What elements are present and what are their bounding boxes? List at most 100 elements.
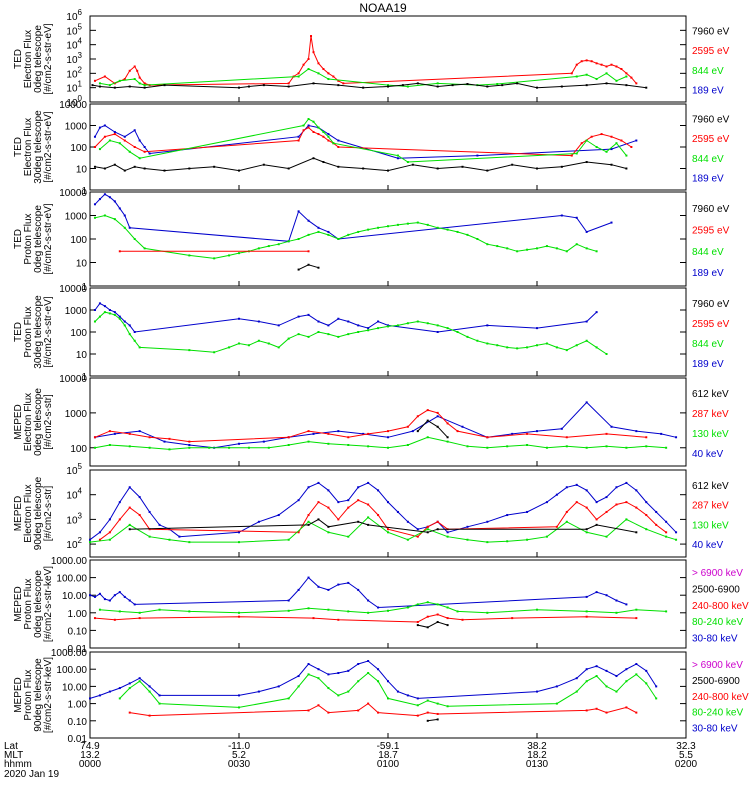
series-line bbox=[89, 516, 677, 543]
data-point bbox=[387, 609, 389, 612]
data-point bbox=[337, 146, 340, 148]
data-point bbox=[98, 592, 101, 595]
data-point bbox=[625, 668, 628, 671]
data-point bbox=[148, 690, 151, 693]
data-point bbox=[446, 535, 449, 538]
data-point bbox=[98, 126, 101, 129]
data-point bbox=[277, 243, 280, 246]
data-point bbox=[580, 142, 583, 145]
data-point bbox=[118, 315, 121, 318]
y-tick-label: 10 bbox=[76, 165, 88, 176]
data-point bbox=[337, 84, 340, 87]
data-point bbox=[108, 312, 111, 315]
legend-entry: 844 eV bbox=[692, 154, 724, 165]
data-point bbox=[317, 226, 320, 229]
series-line bbox=[89, 482, 677, 541]
y-axis-label: [#/cm2-s-str-keV] bbox=[43, 657, 54, 733]
data-point bbox=[545, 501, 548, 504]
data-point bbox=[108, 531, 111, 534]
data-point bbox=[307, 673, 310, 676]
data-point bbox=[585, 401, 588, 404]
data-point bbox=[113, 218, 116, 221]
data-point bbox=[396, 690, 399, 693]
y-axis-label: TED bbox=[13, 322, 24, 342]
data-point bbox=[436, 324, 439, 327]
data-point bbox=[188, 443, 191, 446]
data-point bbox=[317, 677, 320, 680]
data-point bbox=[605, 353, 608, 355]
data-point bbox=[148, 535, 151, 538]
data-point bbox=[307, 233, 310, 236]
data-point bbox=[387, 528, 389, 531]
data-point bbox=[665, 610, 668, 613]
legend-entry: 2595 eV bbox=[692, 46, 730, 57]
data-point bbox=[307, 576, 310, 579]
data-point bbox=[257, 247, 260, 250]
data-point bbox=[620, 139, 623, 142]
data-point bbox=[128, 528, 131, 531]
data-point bbox=[526, 538, 529, 541]
data-point bbox=[133, 603, 136, 606]
data-point bbox=[307, 523, 310, 526]
data-point bbox=[93, 446, 96, 449]
data-point bbox=[585, 489, 588, 492]
y-axis-label: MEPED bbox=[13, 586, 24, 622]
data-point bbox=[138, 346, 141, 349]
data-point bbox=[317, 230, 320, 233]
data-point bbox=[396, 223, 399, 226]
panel-frame bbox=[89, 191, 687, 287]
data-point bbox=[615, 503, 618, 506]
y-axis-label: 0deg telescope bbox=[33, 25, 44, 93]
data-point bbox=[411, 430, 414, 433]
data-point bbox=[287, 240, 290, 243]
x-tick-label: 74.9 bbox=[80, 741, 100, 752]
legend-entry: 130 keV bbox=[692, 520, 729, 531]
data-point bbox=[327, 72, 330, 75]
data-point bbox=[426, 528, 429, 531]
legend-entry: 7960 eV bbox=[692, 204, 730, 215]
data-point bbox=[113, 133, 116, 136]
data-point bbox=[526, 248, 529, 251]
data-point bbox=[585, 230, 588, 233]
y-axis-label: [#/cm2-s-str-eV] bbox=[43, 111, 54, 182]
data-point bbox=[89, 541, 91, 544]
data-point bbox=[416, 320, 419, 323]
data-point bbox=[615, 79, 618, 82]
data-point bbox=[257, 520, 260, 523]
x-tick-label: 38.2 bbox=[527, 741, 547, 752]
data-point bbox=[123, 320, 126, 323]
data-point bbox=[406, 85, 409, 88]
data-point bbox=[486, 342, 489, 345]
data-point bbox=[625, 75, 628, 78]
data-point bbox=[93, 135, 96, 138]
data-point bbox=[108, 309, 111, 311]
data-point bbox=[307, 520, 310, 523]
data-point bbox=[327, 506, 330, 509]
data-point bbox=[387, 430, 389, 433]
data-point bbox=[238, 442, 240, 445]
data-point bbox=[337, 335, 340, 338]
data-point bbox=[565, 445, 568, 448]
data-point bbox=[337, 583, 340, 586]
data-point bbox=[113, 618, 116, 621]
y-tick-label: 10 bbox=[76, 259, 88, 270]
data-point bbox=[118, 687, 121, 690]
data-point bbox=[625, 680, 628, 683]
series-1 bbox=[93, 124, 638, 160]
series-2 bbox=[98, 499, 668, 541]
data-point bbox=[595, 501, 598, 504]
data-point bbox=[158, 694, 161, 697]
data-point bbox=[133, 331, 136, 333]
data-point bbox=[238, 252, 240, 255]
series-2 bbox=[93, 126, 633, 157]
data-point bbox=[93, 595, 96, 598]
data-point bbox=[128, 486, 131, 489]
data-point bbox=[496, 245, 499, 248]
data-point bbox=[307, 58, 310, 60]
data-point bbox=[118, 207, 121, 210]
data-point bbox=[416, 528, 419, 531]
data-point bbox=[416, 714, 419, 717]
series-line bbox=[92, 82, 647, 89]
data-point bbox=[516, 347, 519, 350]
